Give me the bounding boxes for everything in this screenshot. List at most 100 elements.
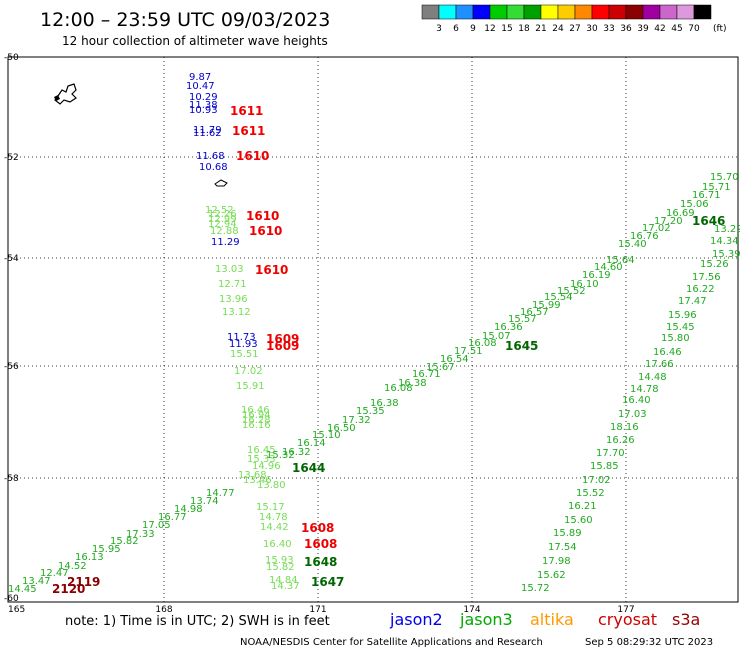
wave-height-value: 15.93 [265,555,294,566]
wave-height-value: 14.42 [260,522,289,533]
latitude-labels: -50 -52 -54 -56 -58 -60 [4,53,19,604]
pass-time-label: 1610 [236,149,269,163]
scale-label: 24 [552,24,564,34]
scale-label: 39 [637,24,649,34]
pass-time-label: 1611 [230,104,263,118]
longitude-labels: 165 168 171 174 177 [8,605,635,615]
wave-height-value: 16.16 [242,420,271,431]
wave-height-value: 15.39 [712,249,740,260]
wave-height-value: 13.03 [215,264,244,275]
pass-time-label: 1648 [304,555,337,569]
wave-height-value: 15.64 [606,255,635,266]
wave-height-value: 17.51 [454,346,483,357]
scale-label: 15 [501,24,512,34]
wave-height-value: 16.21 [568,501,597,512]
wave-height-value: 18.16 [610,422,639,433]
satellite-legend-cryosat: cryosat [598,610,657,629]
scale-label: 33 [603,24,614,34]
scale-swatch [642,4,661,20]
wave-height-value: 16.38 [398,378,427,389]
scale-swatch [676,4,695,20]
wave-height-value: 17.02 [642,223,671,234]
wave-height-value: 14.77 [206,488,235,499]
wave-height-value: 14.98 [174,504,203,515]
wave-height-value: 10.93 [189,105,218,116]
wave-height-value: 15.54 [544,292,573,303]
wave-height-value: 14.96 [252,461,281,472]
scale-swatch [523,4,542,20]
longitude-label: 168 [155,605,172,615]
satellite-legend-altika: altika [530,610,574,629]
wave-height-value: 14.60 [594,262,623,273]
wave-height-value: 15.82 [266,562,295,573]
wave-height-value: 17.02 [234,366,263,377]
wave-height-value: 15.95 [92,544,121,555]
scale-label: 36 [620,24,632,34]
wave-height-value: 17.02 [582,475,611,486]
wave-height-value: 15.07 [482,331,511,342]
wave-height-value: 15.96 [668,310,697,321]
wave-height-value: 15.52 [576,488,605,499]
wave-height-value: 15.91 [236,381,265,392]
scale-label: 45 [671,24,682,34]
satellite-legend-jason2: jason2 [389,610,443,629]
wave-height-value: 16.46 [653,347,682,358]
scale-swatch [540,4,559,20]
scale-label: 21 [535,24,546,34]
wave-height-value: 14.84 [269,575,298,586]
wave-height-value: 16.38 [370,398,399,409]
wave-height-value: 16.45 [247,445,276,456]
scale-swatch [506,4,525,20]
wave-height-value: 14.78 [259,512,288,523]
credit-text: NOAA/NESDIS Center for Satellite Applica… [240,637,543,648]
wave-height-value: 17.98 [542,556,571,567]
wave-height-value: 15.80 [661,333,690,344]
wave-height-value: 17.32 [342,415,371,426]
latitude-label: -50 [4,53,19,63]
wave-height-value: 16.26 [606,435,635,446]
graticule [8,57,738,602]
wave-height-value: 11.73 [227,332,256,343]
wave-height-value: 16.71 [692,190,721,201]
scale-label: 42 [654,24,665,34]
wave-height-value: 15.51 [230,349,259,360]
wave-height-value: 16.71 [412,369,441,380]
wave-height-value: 14.48 [638,372,667,383]
pass-time-label: 1644 [292,461,325,475]
wave-height-value: 13.47 [22,576,51,587]
pass-time-label: 2120 [52,582,85,596]
wave-height-value: 16.94 [242,410,271,421]
wave-height-value: 17.20 [654,216,683,227]
wave-height-value: 9.87 [189,72,211,83]
scale-label: 3 [436,24,442,34]
page-title: 12:00 – 23:59 UTC 09/03/2023 [40,9,330,31]
pass-time-label: 1610 [246,209,279,223]
wave-height-value: 14.34 [710,236,739,247]
wave-height-value: 17.70 [596,448,625,459]
wave-height-value: 16.13 [75,552,104,563]
wave-height-value: 12.94 [208,219,237,230]
pass-time-label: 1608 [304,537,337,551]
pass-time-label: 1609 [266,339,299,353]
wave-height-value: 16.40 [263,539,292,550]
wave-height-value: 16.50 [327,423,356,434]
scale-label: 70 [688,24,700,34]
wave-height-value: 15.17 [256,502,285,513]
scale-swatch [608,4,627,20]
wave-height-value: 10.29 [189,92,218,103]
latitude-label: -54 [4,254,19,264]
scale-label: 9 [470,24,476,34]
pass-time-label: 1609 [266,332,299,346]
scale-label: 30 [586,24,598,34]
scale-swatch [625,4,644,20]
pass-time-label: 1608 [301,521,334,535]
wave-height-value: 11.38 [189,100,218,111]
wave-height-value: 16.57 [520,307,549,318]
scale-swatch [438,4,457,20]
wave-height-value: 15.62 [537,570,566,581]
latitude-label: -52 [4,153,19,163]
scale-swatch [591,4,610,20]
scale-label: 12 [484,24,495,34]
